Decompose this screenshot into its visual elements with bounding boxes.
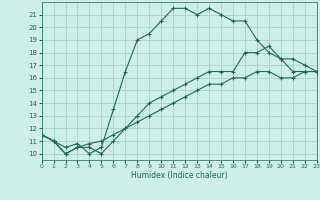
- X-axis label: Humidex (Indice chaleur): Humidex (Indice chaleur): [131, 171, 228, 180]
